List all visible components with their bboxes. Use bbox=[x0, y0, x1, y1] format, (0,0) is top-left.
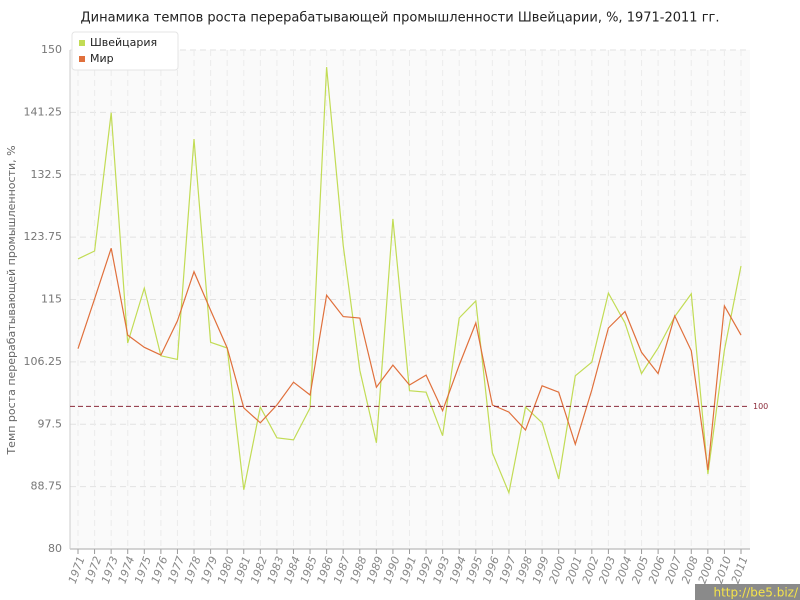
series-line bbox=[77, 248, 742, 470]
y-tick-label: 132.5 bbox=[31, 168, 63, 181]
series-line bbox=[77, 67, 742, 495]
y-tick-label: 80 bbox=[48, 542, 62, 555]
legend: Швейцария Мир bbox=[71, 31, 179, 71]
y-axis-label: Темп роста перерабатывающей промышленнос… bbox=[5, 145, 18, 455]
legend-marker bbox=[79, 56, 85, 62]
y-tick-label: 123.75 bbox=[24, 230, 63, 243]
chart-title: Динамика темпов роста перерабатывающей п… bbox=[81, 11, 720, 26]
legend-label: Мир bbox=[90, 52, 114, 65]
y-tick-label: 141.25 bbox=[24, 105, 63, 118]
y-tick-label: 150 bbox=[41, 43, 62, 56]
watermark: http://be5.biz/ bbox=[713, 586, 798, 600]
y-tick-label: 88.75 bbox=[31, 480, 63, 493]
legend-box bbox=[71, 31, 179, 71]
y-tick-label: 97.5 bbox=[38, 417, 63, 430]
reference-label: 100 bbox=[753, 402, 768, 411]
legend-label: Швейцария bbox=[90, 36, 157, 49]
y-tick-label: 115 bbox=[41, 293, 62, 306]
watermark-bg bbox=[695, 584, 800, 600]
legend-marker bbox=[79, 40, 85, 46]
y-tick-label: 106.25 bbox=[24, 355, 63, 368]
